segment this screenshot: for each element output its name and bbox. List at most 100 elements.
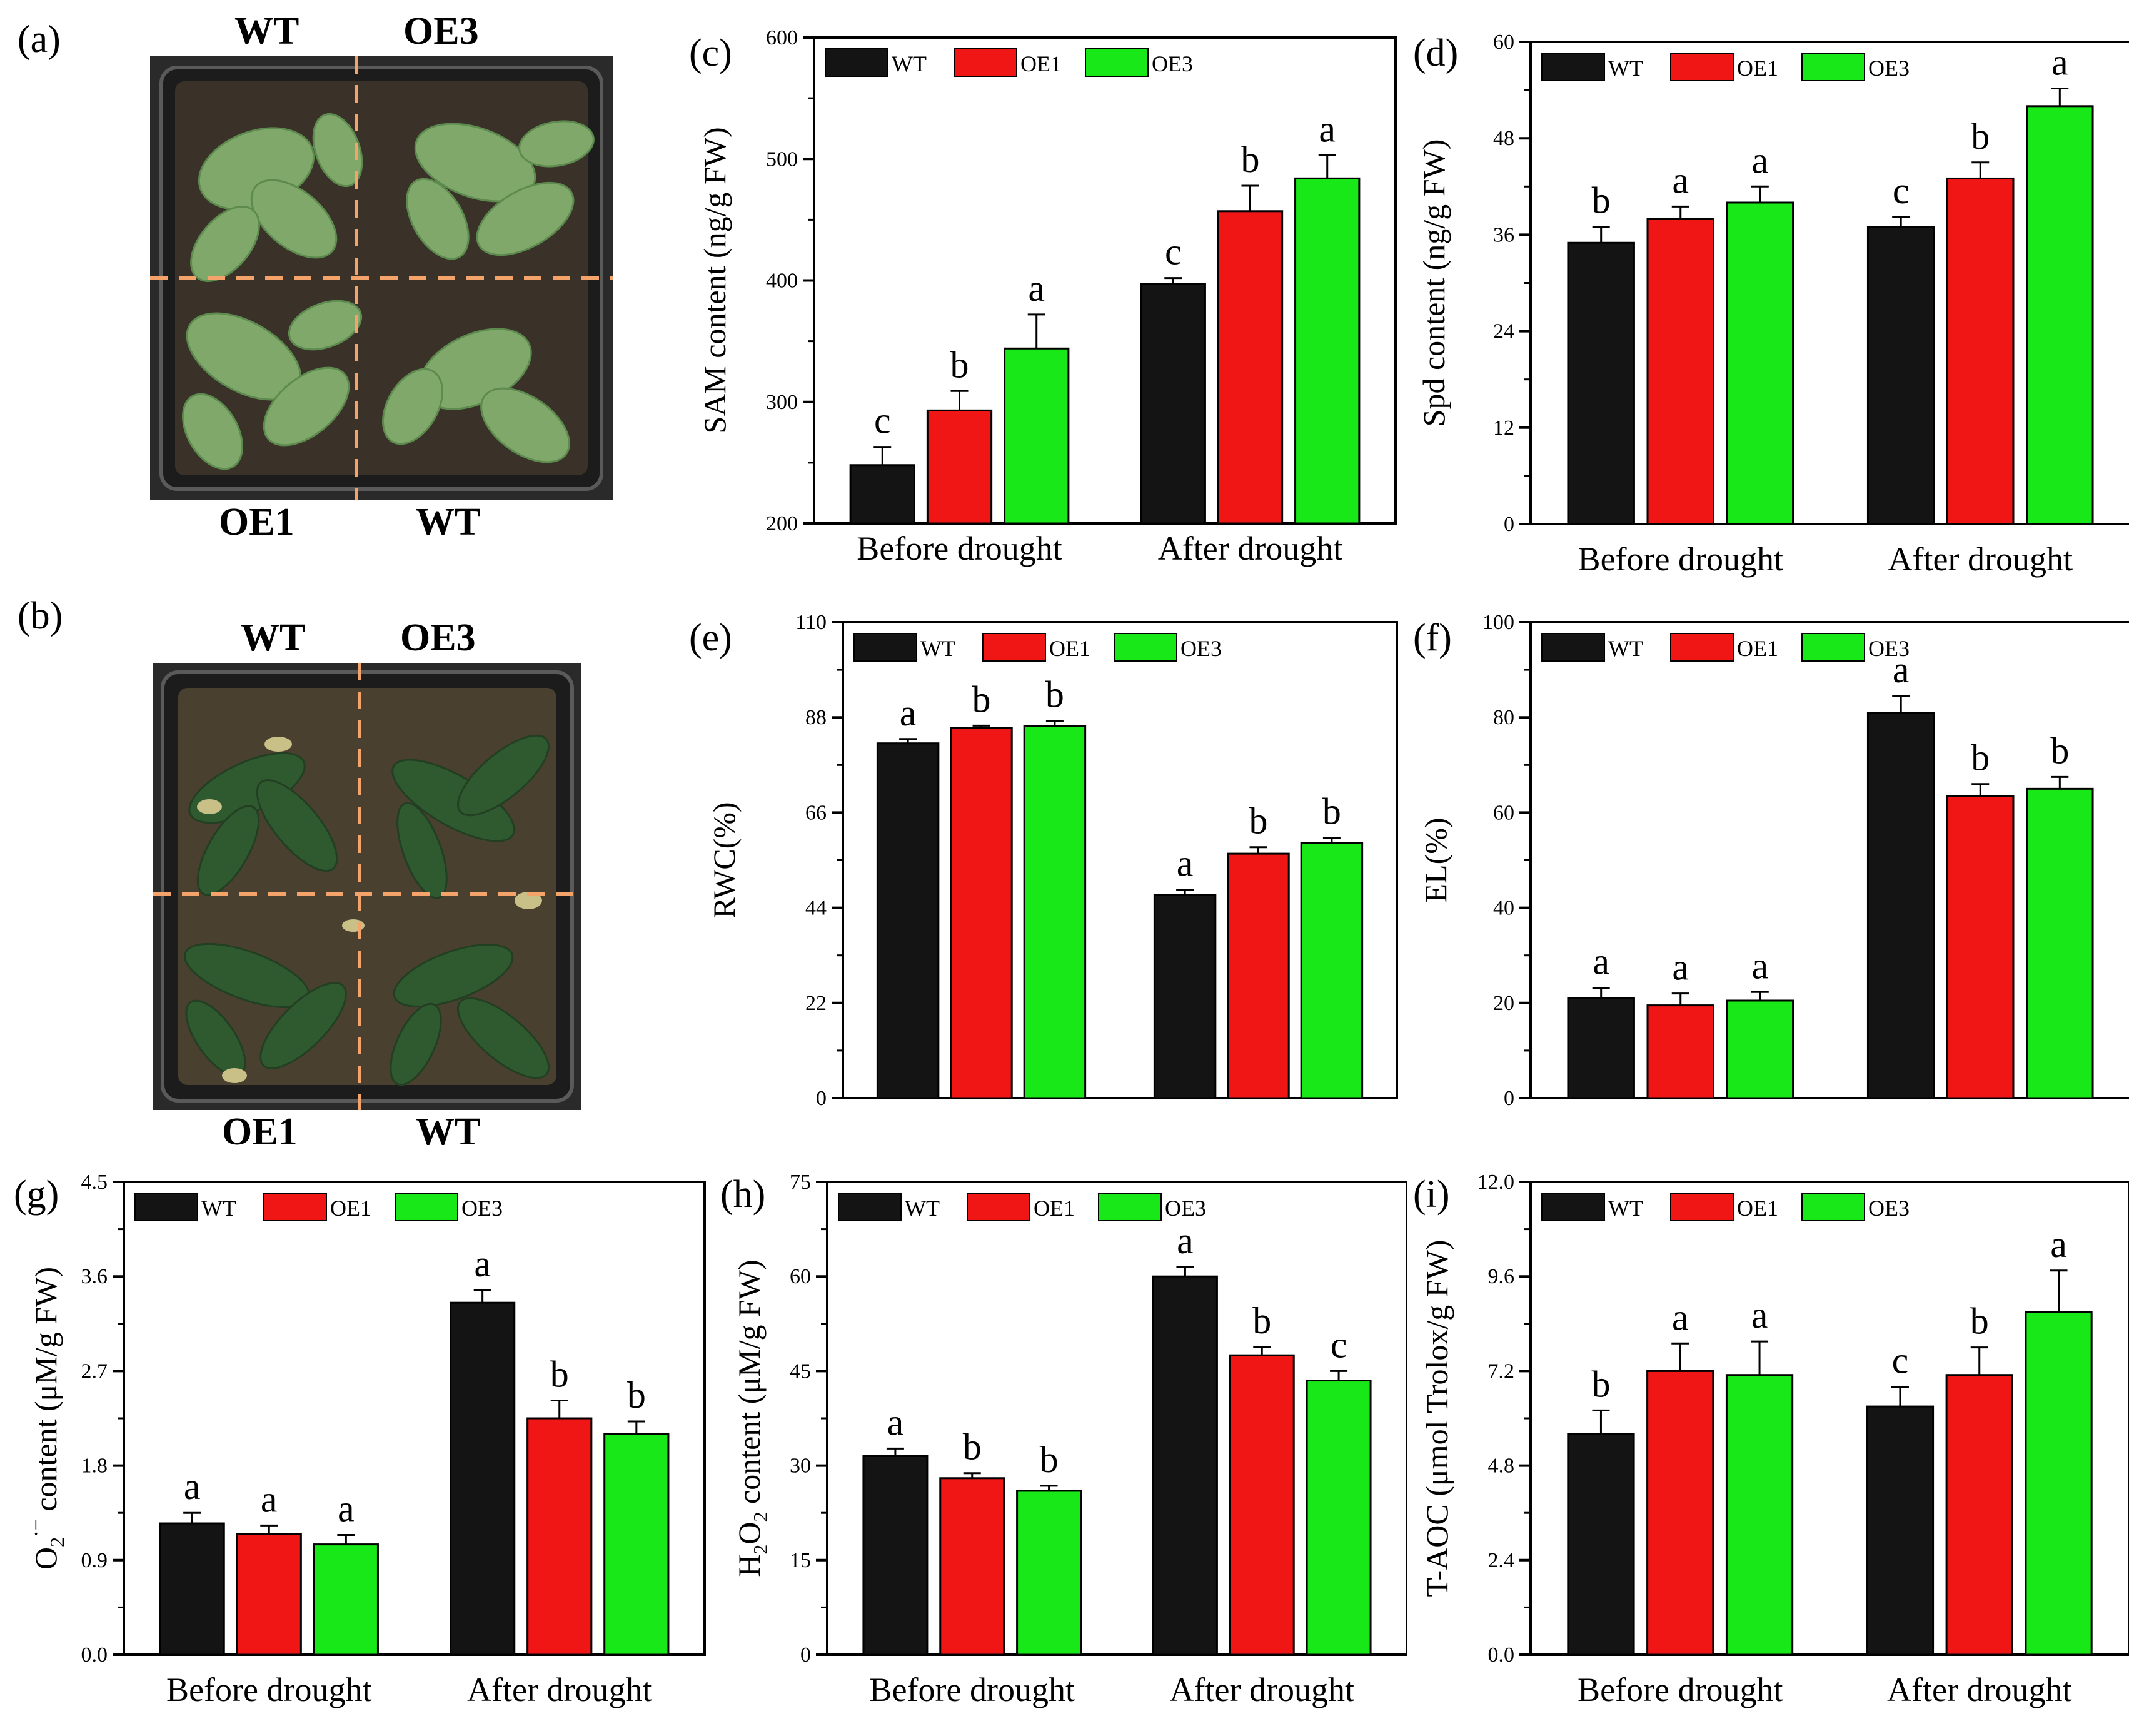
significance-letter: a — [1672, 1296, 1689, 1338]
y-tick-label: 40 — [1493, 897, 1514, 920]
legend-swatch-oe1 — [1670, 53, 1734, 81]
bar-oe3 — [1004, 347, 1070, 525]
y-tick-label: 2.4 — [1488, 1549, 1515, 1572]
panel-letter: (i) — [1413, 1173, 1450, 1216]
bar-oe1 — [1229, 1354, 1295, 1656]
significance-letter: a — [1177, 1220, 1194, 1261]
photo-b-label-bottom-right: WT — [416, 1111, 481, 1153]
bar-oe3 — [313, 1543, 379, 1656]
panel-letter: (f) — [1413, 617, 1452, 659]
y-tick-label: 30 — [790, 1455, 811, 1478]
significance-letter: b — [1971, 737, 1990, 779]
photo-b-label-bottom-left: OE1 — [222, 1111, 298, 1153]
bar-wt — [1567, 997, 1635, 1099]
legend-label: OE1 — [1737, 1196, 1778, 1221]
y-tick-label: 48 — [1493, 127, 1514, 150]
bar-wt — [159, 1522, 225, 1656]
bar-oe3 — [603, 1433, 670, 1656]
significance-letter: b — [1322, 791, 1341, 832]
y-tick-label: 400 — [766, 270, 798, 293]
chart-panel-g: (g) 0.0 0.9 1.8 2.7 3.6 4.5 O2·− content (μM/g … — [14, 1171, 706, 1708]
plant-photo-b-drawing — [153, 663, 581, 1110]
y-tick-label: 15 — [790, 1549, 811, 1572]
y-axis-label: O2·− content (μM/g FW) — [24, 1267, 68, 1570]
y-tick-label: 24 — [1493, 320, 1514, 343]
legend-swatch-oe3 — [1114, 633, 1177, 662]
bar-oe1 — [1227, 852, 1290, 1099]
panel-letter: (g) — [14, 1173, 59, 1216]
y-tick-label: 0.0 — [1488, 1643, 1515, 1667]
significance-letter: a — [2050, 1224, 2067, 1265]
significance-letter: a — [1672, 159, 1689, 201]
y-tick-label: 0 — [816, 1087, 827, 1110]
legend-swatch-wt — [1541, 53, 1605, 81]
bar-wt — [876, 742, 940, 1099]
photo-a-label-top-right: OE3 — [403, 10, 479, 53]
significance-letter: b — [1249, 800, 1268, 842]
significance-letter: b — [2050, 730, 2069, 771]
bar-wt — [1567, 1433, 1635, 1656]
bar-oe1 — [1946, 177, 2015, 525]
photo-a-label-bottom-right: WT — [416, 501, 481, 543]
significance-letter: c — [1165, 231, 1182, 273]
bar-oe1 — [950, 727, 1013, 1099]
y-tick-label: 12 — [1493, 416, 1514, 440]
significance-letter: a — [1593, 941, 1609, 982]
y-tick-label: 75 — [790, 1171, 811, 1194]
legend-swatch-oe3 — [395, 1193, 458, 1221]
legend-swatch-oe3 — [1801, 53, 1865, 81]
bar-oe1 — [1646, 1370, 1714, 1656]
bar-oe1 — [1646, 1004, 1714, 1099]
category-label: Before drought — [870, 1671, 1075, 1708]
legend-label: OE3 — [1868, 636, 1910, 661]
legend-label: OE3 — [1868, 1196, 1910, 1221]
y-axis-label: H2O2 content (μM/g FW) — [732, 1259, 772, 1577]
y-tick-label: 7.2 — [1488, 1360, 1515, 1383]
y-axis-label: EL(%) — [1418, 817, 1453, 902]
panel-letter: (h) — [720, 1173, 765, 1216]
y-tick-label: 600 — [766, 26, 798, 49]
category-label: After drought — [1158, 530, 1342, 567]
bar-oe3 — [2026, 105, 2094, 525]
photo-b-label-top-right: OE3 — [400, 617, 476, 659]
bar-wt — [849, 464, 915, 525]
y-tick-label: 22 — [805, 992, 827, 1015]
category-label: Before drought — [166, 1671, 371, 1708]
legend-swatch-oe1 — [954, 48, 1017, 77]
y-tick-label: 3.6 — [81, 1265, 108, 1288]
y-tick-label: 2.7 — [81, 1360, 108, 1383]
significance-letter: a — [900, 692, 917, 734]
significance-letter: b — [963, 1426, 982, 1468]
legend-label: OE1 — [1034, 1196, 1075, 1221]
y-tick-label: 9.6 — [1488, 1265, 1515, 1288]
legend-label: WT — [201, 1196, 236, 1221]
legend-label: OE3 — [1152, 51, 1193, 76]
bar-wt — [1866, 1405, 1935, 1656]
bar-oe1 — [526, 1417, 593, 1656]
y-tick-label: 20 — [1493, 992, 1514, 1015]
category-label: Before drought — [1578, 540, 1783, 578]
significance-letter: c — [1892, 1340, 1909, 1381]
y-tick-label: 110 — [795, 611, 827, 634]
bar-wt — [1866, 226, 1935, 525]
bar-oe3 — [1294, 177, 1361, 525]
significance-letter: c — [1331, 1324, 1347, 1365]
legend-label: OE1 — [1737, 636, 1778, 661]
category-label: Before drought — [1578, 1671, 1783, 1708]
photo-b-label-top-left: WT — [241, 617, 306, 659]
legend-swatch-wt — [838, 1193, 902, 1221]
category-label: After drought — [1887, 1671, 2071, 1708]
significance-letter: a — [1751, 139, 1768, 181]
significance-letter: a — [2051, 42, 2068, 83]
y-tick-label: 200 — [766, 512, 798, 535]
bar-wt — [450, 1301, 516, 1656]
bar-oe1 — [236, 1533, 302, 1656]
bar-oe1 — [939, 1477, 1005, 1656]
bar-oe1 — [1945, 1374, 2013, 1656]
y-tick-label: 0.9 — [81, 1549, 108, 1572]
significance-letter: b — [1241, 139, 1260, 180]
significance-letter: c — [1893, 170, 1910, 211]
photo-a-label-top-left: WT — [234, 10, 299, 53]
y-tick-label: 4.8 — [1488, 1455, 1515, 1478]
